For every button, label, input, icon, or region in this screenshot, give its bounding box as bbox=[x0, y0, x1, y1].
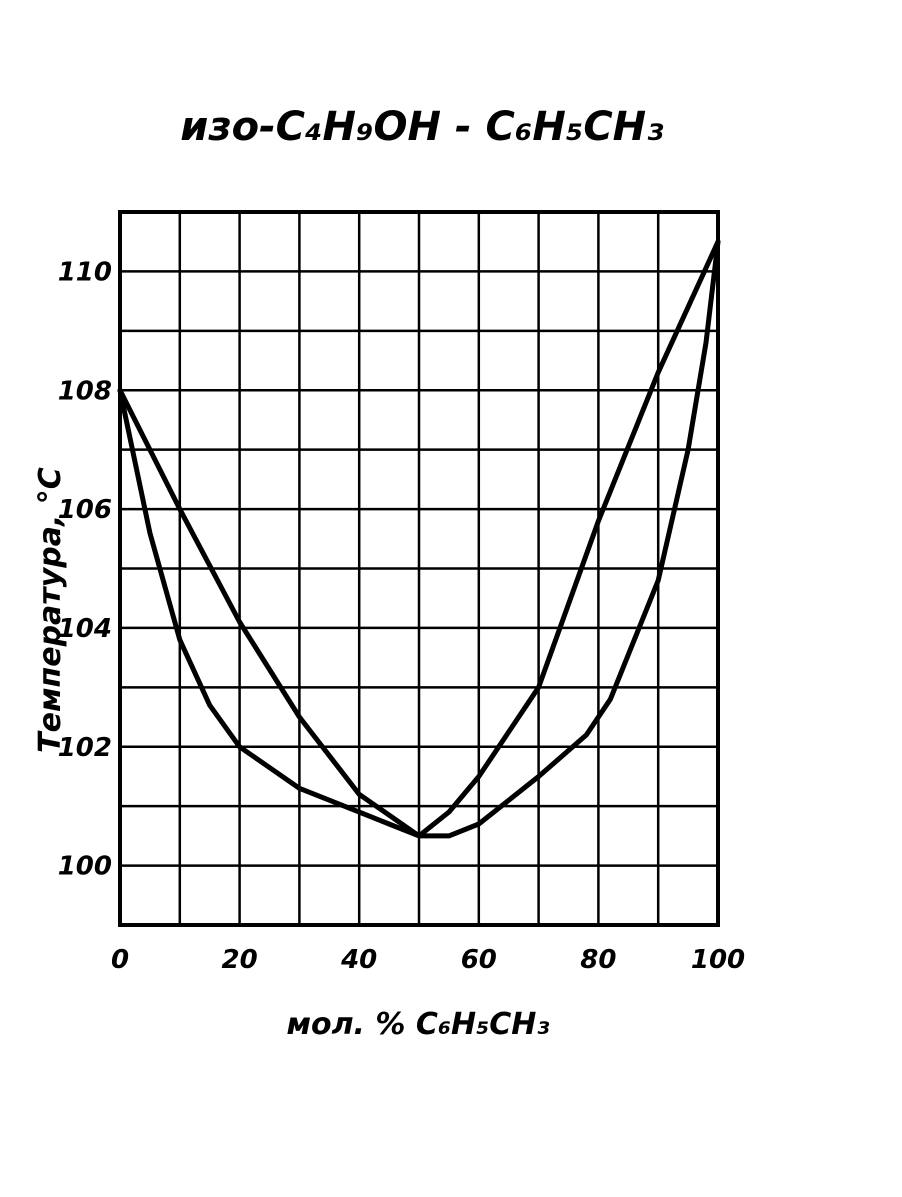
y-axis-label: Температура, °C bbox=[33, 467, 68, 753]
y-tick-label: 106 bbox=[58, 495, 112, 525]
y-tick-label: 110 bbox=[58, 257, 112, 287]
y-tick-label: 104 bbox=[58, 614, 112, 644]
y-tick-label: 108 bbox=[58, 376, 112, 406]
x-tick-label: 80 bbox=[580, 945, 616, 975]
chart-title: изо-C₄H₉OH - C₆H₅CH₃ bbox=[180, 104, 664, 150]
series-line-1 bbox=[117, 239, 721, 839]
x-tick-label: 60 bbox=[461, 945, 497, 975]
x-tick-label: 100 bbox=[691, 945, 745, 975]
x-tick-label: 20 bbox=[222, 945, 258, 975]
x-axis-label: мол. % C₆H₅CH₃ bbox=[286, 1007, 549, 1042]
y-tick-label: 102 bbox=[58, 733, 112, 763]
y-tick-labels: 100 102 104 106 108 110 bbox=[58, 257, 112, 881]
series-line-2 bbox=[117, 239, 721, 839]
y-tick-label: 100 bbox=[58, 852, 112, 882]
x-tick-label: 0 bbox=[111, 945, 129, 975]
x-tick-labels: 0 20 40 60 80 100 bbox=[111, 945, 745, 975]
x-tick-label: 40 bbox=[340, 945, 377, 975]
series-group bbox=[117, 239, 721, 839]
grid bbox=[120, 212, 718, 925]
plot-frame bbox=[118, 210, 720, 927]
